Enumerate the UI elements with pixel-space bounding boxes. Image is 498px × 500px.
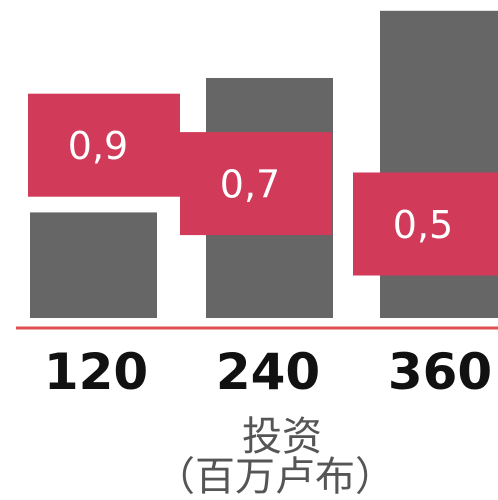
- box-label-120: 0,9: [68, 124, 128, 168]
- x-tick-labels: 120 240 360: [44, 343, 492, 401]
- box-120: [28, 93, 180, 197]
- box-label-240: 0,7: [220, 163, 280, 207]
- x-tick-360: 360: [388, 343, 492, 401]
- x-axis-title-line2: （百万卢布）: [155, 454, 395, 500]
- box-label-360: 0,5: [393, 203, 453, 247]
- box-240: [180, 132, 332, 236]
- x-tick-120: 120: [44, 343, 148, 401]
- bar-120: [30, 212, 157, 318]
- x-tick-240: 240: [216, 343, 320, 401]
- x-axis-title-line1: 投资: [242, 414, 322, 460]
- box-series: 0,9 0,7 0,5: [28, 93, 498, 276]
- box-360: [353, 172, 498, 276]
